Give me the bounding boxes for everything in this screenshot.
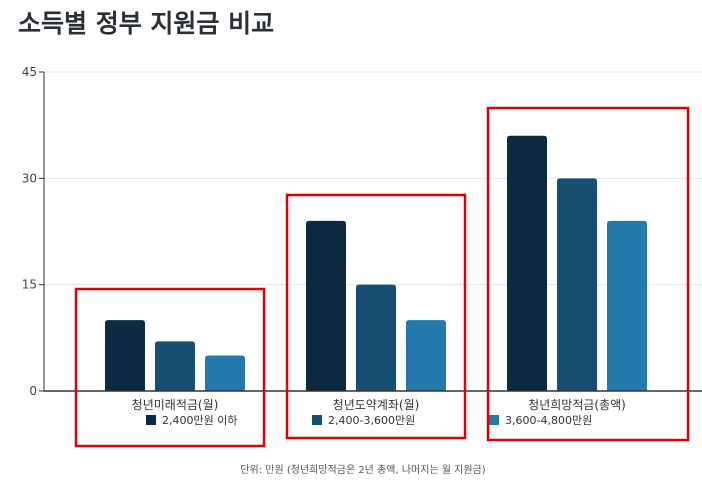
y-axis: 0 15 30 45 [22, 65, 45, 398]
legend-swatch [312, 415, 322, 425]
highlight-box [486, 106, 690, 442]
category-labels: 청년미래적금(월) 청년도약계좌(월) 청년희망적금(총액) [132, 397, 626, 412]
bar [406, 320, 446, 391]
highlight-box [74, 287, 266, 448]
bar [155, 341, 195, 391]
legend-label: 2,400만원 이하 [162, 413, 237, 427]
gridlines [44, 71, 702, 286]
legend-swatch [146, 415, 156, 425]
bars [105, 135, 647, 391]
category-label: 청년미래적금(월) [132, 398, 219, 412]
legend-label: 2,400-3,600만원 [328, 414, 415, 427]
legend-swatch [489, 415, 499, 425]
chart-title: 소득별 정부 지원금 비교 [18, 9, 274, 38]
bar [306, 220, 346, 391]
bar [356, 284, 396, 391]
highlight-box [285, 193, 467, 440]
y-tick-label: 15 [22, 278, 37, 292]
category-label: 청년도약계좌(월) [333, 397, 420, 412]
bar [507, 135, 547, 391]
y-tick-label: 30 [22, 171, 37, 185]
y-tick-label: 45 [22, 65, 37, 79]
bar [205, 355, 245, 391]
bar [557, 178, 597, 391]
legend-label: 3,600-4,800만원 [505, 414, 592, 427]
highlight-boxes [74, 106, 690, 448]
bar [105, 320, 145, 391]
footnote: 단위: 만원 (청년희망적금은 2년 총액, 나머지는 월 지원금) [240, 463, 485, 476]
y-tick-label: 0 [29, 384, 37, 398]
category-label: 청년희망적금(총액) [528, 398, 626, 412]
legend: 2,400만원 이하 2,400-3,600만원 3,600-4,800만원 [146, 413, 592, 427]
bar [607, 220, 647, 391]
